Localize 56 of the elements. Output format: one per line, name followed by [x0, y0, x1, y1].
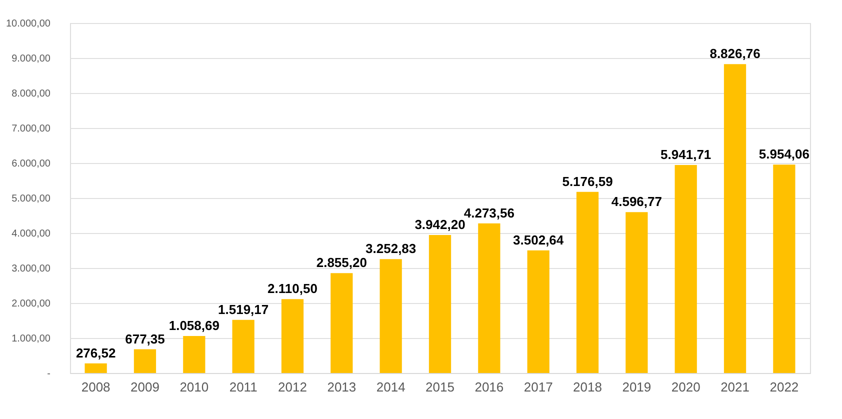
- data-label: 5.941,71: [660, 147, 712, 162]
- y-tick-label: 8.000,00: [12, 88, 51, 100]
- bar: [527, 250, 550, 373]
- bar: [380, 259, 402, 373]
- y-tick-label: 1.000,00: [12, 334, 51, 344]
- x-tick-label: 2019: [622, 380, 652, 394]
- x-tick-label: 2021: [720, 380, 750, 394]
- x-tick-label: 2015: [426, 380, 454, 394]
- data-label: 1.519,17: [218, 302, 269, 317]
- y-tick-label: 9.000,00: [12, 54, 51, 64]
- bar: [576, 192, 599, 373]
- y-tick-label: 5.000,00: [12, 194, 51, 204]
- data-label: 1.058,69: [168, 318, 220, 333]
- x-tick-label: 2020: [671, 380, 700, 394]
- x-tick-label: 2022: [770, 380, 799, 394]
- bar: [330, 273, 353, 373]
- bar: [134, 349, 156, 373]
- bar: [428, 235, 452, 373]
- data-label: 276,52: [76, 345, 116, 360]
- data-label: 8.826,76: [710, 46, 760, 62]
- bar: [626, 212, 648, 373]
- x-tick-label: 2012: [278, 380, 307, 394]
- bar: [773, 164, 796, 373]
- data-label: 2.855,20: [316, 255, 367, 270]
- bar: [724, 64, 746, 373]
- bar: [183, 336, 206, 373]
- x-tick-label: 2008: [81, 380, 110, 394]
- x-tick-label: 2011: [229, 380, 258, 394]
- y-tick-label: 2.000,00: [12, 298, 51, 310]
- bar: [232, 320, 254, 373]
- data-label: 5.176,59: [562, 174, 613, 189]
- bar: [674, 165, 697, 373]
- y-tick-label: 6.000,00: [12, 158, 51, 170]
- bar: [478, 223, 500, 373]
- x-tick-label: 2017: [524, 380, 553, 394]
- data-label: 677,35: [125, 331, 165, 346]
- data-label: 3.252,83: [366, 241, 416, 256]
- data-label: 4.596,77: [611, 194, 662, 210]
- y-tick-label: -: [47, 368, 50, 380]
- data-label: 4.273,56: [464, 205, 514, 220]
- y-tick-label: 4.000,00: [12, 228, 51, 240]
- data-label: 3.942,20: [414, 217, 466, 232]
- x-tick-label: 2016: [474, 380, 504, 394]
- x-tick-label: 2014: [376, 380, 406, 394]
- y-tick-label: 7.000,00: [12, 124, 51, 134]
- data-label: 3.502,64: [513, 232, 564, 248]
- data-label: 5.954,06: [758, 146, 810, 162]
- bar: [281, 299, 304, 373]
- bar: [84, 363, 107, 373]
- x-tick-label: 2013: [327, 380, 356, 394]
- y-tick-label: 10.000,00: [6, 18, 51, 30]
- x-tick-label: 2009: [130, 380, 160, 394]
- x-tick-label: 2018: [573, 380, 602, 394]
- y-tick-label: 3.000,00: [12, 264, 51, 274]
- data-label: 2.110,50: [268, 281, 318, 296]
- x-tick-label: 2010: [180, 380, 209, 394]
